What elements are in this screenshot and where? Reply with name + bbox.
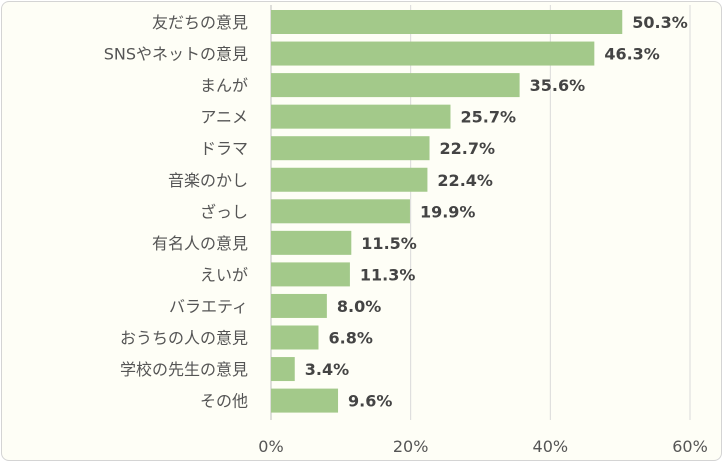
category-label: その他 bbox=[200, 392, 248, 411]
value-label: 8.0% bbox=[337, 297, 381, 316]
value-label: 11.5% bbox=[361, 234, 417, 253]
value-label: 46.3% bbox=[604, 45, 660, 64]
category-label: 友だちの意見 bbox=[152, 13, 248, 32]
bar bbox=[271, 73, 520, 98]
bar bbox=[271, 230, 352, 255]
value-label: 3.4% bbox=[305, 360, 349, 379]
x-tick-label: 60% bbox=[672, 437, 708, 456]
value-label: 25.7% bbox=[460, 108, 516, 127]
category-label: バラエティ bbox=[169, 297, 248, 316]
value-label: 6.8% bbox=[328, 329, 372, 348]
value-label: 9.6% bbox=[348, 392, 392, 411]
bar bbox=[271, 167, 428, 192]
category-label: 有名人の意見 bbox=[152, 234, 248, 253]
value-label: 22.4% bbox=[437, 171, 493, 190]
tick-layer: 0% 20% 40% 60% bbox=[258, 437, 707, 456]
value-label: 50.3% bbox=[632, 13, 688, 32]
value-label: 11.3% bbox=[360, 265, 416, 284]
category-label: 学校の先生の意見 bbox=[120, 360, 248, 379]
bar bbox=[271, 293, 327, 318]
bar bbox=[271, 104, 451, 129]
category-label: 音楽のかし bbox=[168, 171, 248, 190]
category-label: ドラマ bbox=[200, 139, 248, 158]
bar bbox=[271, 325, 319, 350]
bar bbox=[271, 262, 350, 287]
x-tick-label: 20% bbox=[393, 437, 429, 456]
x-tick-label: 0% bbox=[258, 437, 283, 456]
bar bbox=[271, 136, 430, 161]
bar-layer bbox=[271, 10, 623, 413]
value-label: 19.9% bbox=[420, 202, 476, 221]
category-label: ざっし bbox=[200, 202, 248, 221]
value-label: 35.6% bbox=[530, 76, 586, 95]
label-layer: 友だちの意見 50.3% SNSやネットの意見 46.3% まんが 35.6% アニメ 25.… bbox=[104, 13, 688, 411]
bar bbox=[271, 10, 623, 34]
bar bbox=[271, 388, 339, 413]
category-label: アニメ bbox=[200, 108, 248, 127]
category-label: SNSやネットの意見 bbox=[104, 45, 248, 64]
bar bbox=[271, 199, 410, 224]
category-label: おうちの人の意見 bbox=[120, 329, 248, 348]
bar bbox=[271, 41, 595, 66]
category-label: まんが bbox=[200, 76, 248, 95]
bar bbox=[271, 357, 295, 382]
x-tick-label: 40% bbox=[533, 437, 569, 456]
category-label: えいが bbox=[200, 265, 248, 284]
value-label: 22.7% bbox=[440, 139, 496, 158]
